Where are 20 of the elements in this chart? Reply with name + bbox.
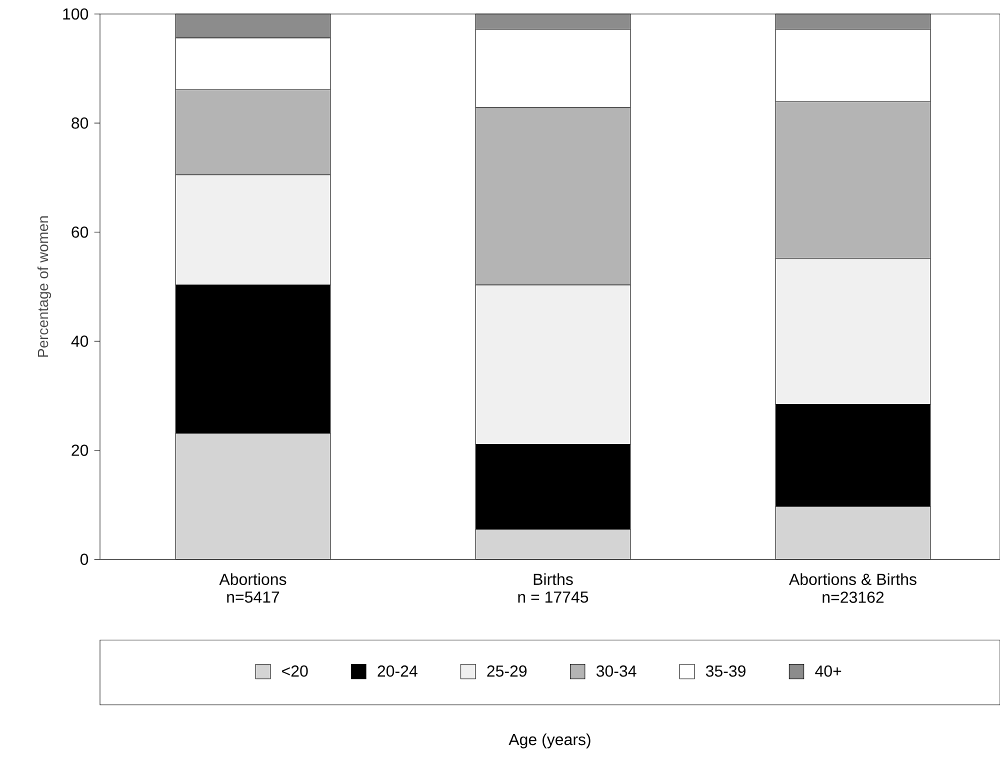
x-tick-label: Births <box>534 573 573 586</box>
legend-label: 35-39 <box>706 665 746 677</box>
legend-label: <20 <box>282 665 308 677</box>
x-tick-label: Abortions <box>219 573 286 586</box>
text: n = 17745 <box>518 592 588 603</box>
y-tick-label: 80 <box>72 117 88 129</box>
y-tick-label: 60 <box>72 226 88 238</box>
legend-label: 40+ <box>815 665 842 677</box>
y-tick-label: 100 <box>63 8 88 20</box>
legend-label: 30-34 <box>596 665 636 677</box>
text: n=23162 <box>822 592 884 603</box>
y-tick-label: 40 <box>71 336 88 347</box>
text: n=5417 <box>227 592 280 603</box>
y-axis-title: Percentage of women <box>37 216 52 357</box>
legend-title: Age (years) <box>508 733 590 748</box>
legend-label: 25-29 <box>487 665 527 677</box>
y-tick-label: 20 <box>72 444 88 456</box>
x-tick-label: Abortions & Births <box>788 573 916 586</box>
legend-label: 20-24 <box>378 665 418 677</box>
y-tick-label: 0 <box>80 554 88 565</box>
